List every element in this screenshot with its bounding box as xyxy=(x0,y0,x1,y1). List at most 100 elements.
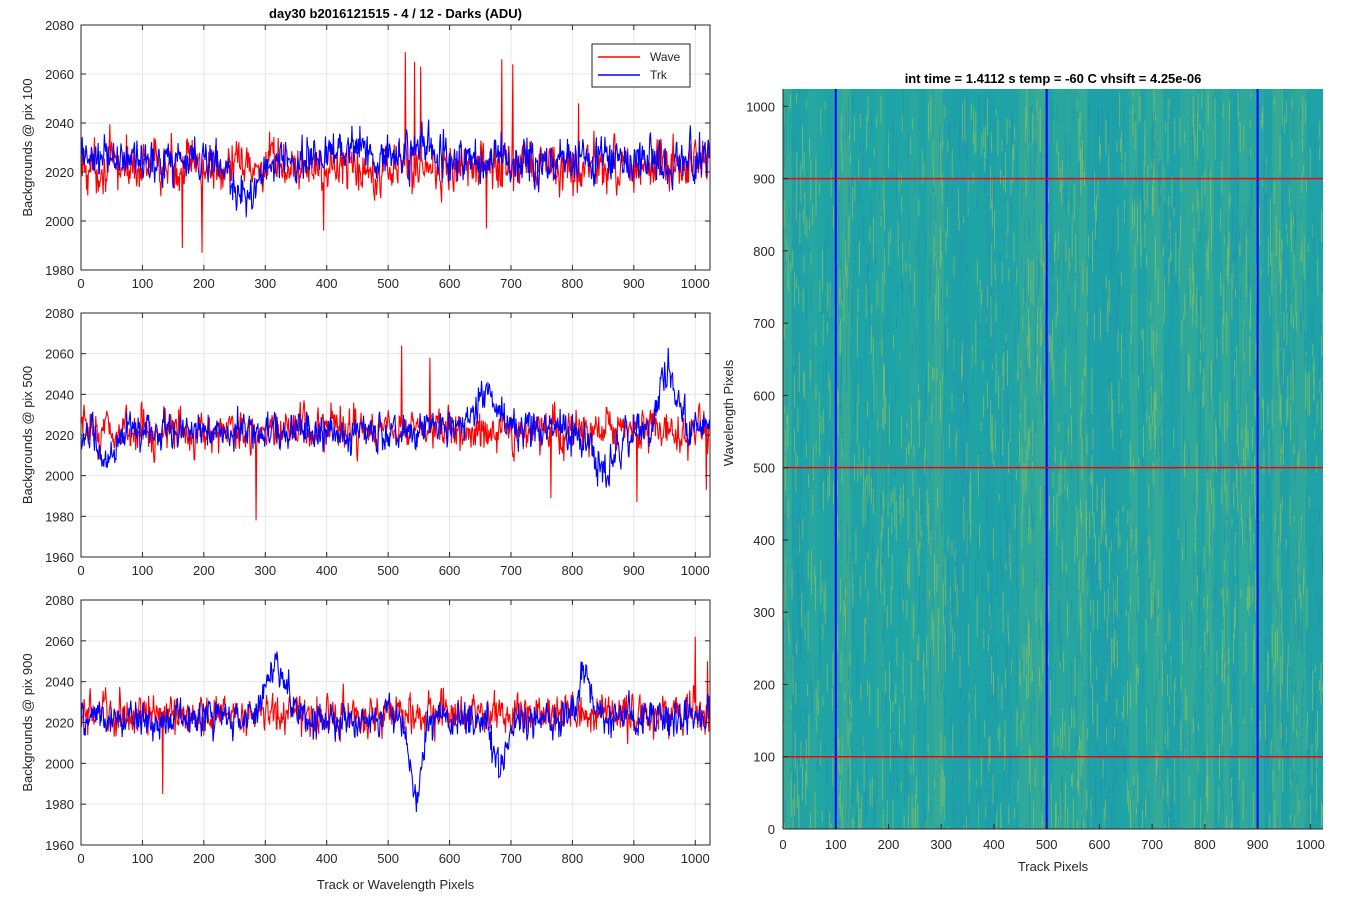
heatmap-column xyxy=(1145,89,1155,829)
x-tick-label: 600 xyxy=(439,851,461,866)
heatmap-column xyxy=(1019,89,1029,829)
y-tick-label: 100 xyxy=(753,750,775,765)
plot-pix-100: 0 100 200 300 400 500 600 700 800 900 1000 1980 2000… xyxy=(20,6,711,291)
heatmap-column xyxy=(1272,89,1282,829)
heatmap-column xyxy=(1306,89,1316,829)
x-tick-label: 200 xyxy=(193,276,215,291)
heatmap-column xyxy=(1280,89,1290,829)
heatmap-column xyxy=(1162,89,1172,829)
heatmap-texture xyxy=(783,89,1323,829)
heatmap-column xyxy=(1069,89,1079,829)
x-tick-label: 800 xyxy=(562,851,584,866)
heatmap-plot: 0 100 200 300 400 500 600 700 800 900 1000 0 100 200 3… xyxy=(721,71,1325,874)
x-tick-label: 1000 xyxy=(681,276,710,291)
heatmap-column xyxy=(1078,89,1088,829)
heatmap-column xyxy=(1263,89,1273,829)
y-tick-label: 1980 xyxy=(45,797,74,812)
y-tick-label: 2040 xyxy=(45,116,74,131)
y-tick-label: 1980 xyxy=(45,509,74,524)
legend-label-trk: Trk xyxy=(650,68,668,82)
x-tick-label: 0 xyxy=(77,563,84,578)
x-tick-label: 300 xyxy=(254,276,276,291)
heatmap-column xyxy=(1137,89,1147,829)
heatmap-column xyxy=(1188,89,1197,829)
heatmap-column xyxy=(1171,89,1181,829)
y-tick-label: 2000 xyxy=(45,756,74,771)
x-tick-label: 700 xyxy=(500,563,522,578)
y-axis-label: Wavelength Pixels xyxy=(721,359,736,466)
y-tick-label: 1000 xyxy=(746,99,775,114)
x-tick-label: 300 xyxy=(930,837,952,852)
heatmap-column xyxy=(1027,89,1037,829)
heatmap-column xyxy=(1103,89,1113,829)
heatmap-column xyxy=(1002,89,1012,829)
series-line-trk xyxy=(81,347,710,488)
x-tick-label: 500 xyxy=(377,851,399,866)
y-tick-label: 500 xyxy=(753,461,775,476)
y-tick-label: 400 xyxy=(753,533,775,548)
plot-pix-500: 0 100 200 300 400 500 600 700 800 900 1000 1960 1980… xyxy=(20,306,711,578)
x-tick-label: 800 xyxy=(1194,837,1216,852)
x-tick-label: 800 xyxy=(562,563,584,578)
x-tick-label: 900 xyxy=(623,563,645,578)
heatmap-column xyxy=(1086,89,1096,829)
series-line-wave xyxy=(81,636,710,794)
heatmap-column xyxy=(1297,89,1307,829)
heatmap-column xyxy=(985,89,995,829)
x-tick-label: 300 xyxy=(254,563,276,578)
heatmap-column xyxy=(1247,89,1256,829)
x-tick-label: 400 xyxy=(983,837,1005,852)
x-tick-label: 0 xyxy=(77,851,84,866)
x-tick-label: 0 xyxy=(77,276,84,291)
legend-box xyxy=(591,43,691,88)
x-tick-label: 400 xyxy=(316,276,338,291)
x-tick-label: 100 xyxy=(132,276,154,291)
x-tick-label: 200 xyxy=(878,837,900,852)
x-tick-label: 600 xyxy=(439,276,461,291)
heatmap-column xyxy=(1230,89,1240,829)
heatmap-column xyxy=(909,89,919,829)
x-tick-label: 900 xyxy=(623,851,645,866)
y-tick-label: 2060 xyxy=(45,347,74,362)
y-tick-label: 2040 xyxy=(45,675,74,690)
heatmap-column xyxy=(934,89,944,829)
axes-box xyxy=(80,24,711,271)
y-tick-label: 0 xyxy=(768,822,775,837)
heatmap-column xyxy=(1255,89,1265,829)
y-tick-label: 2020 xyxy=(45,165,74,180)
plot-pix-900: 0 100 200 300 400 500 600 700 800 900 1000 1960 1980… xyxy=(20,593,711,892)
x-tick-label: 200 xyxy=(193,851,215,866)
x-tick-label: 600 xyxy=(439,563,461,578)
heatmap-column xyxy=(1044,89,1054,829)
y-tick-label: 900 xyxy=(753,172,775,187)
y-tick-label: 300 xyxy=(753,605,775,620)
heatmap-column xyxy=(833,89,843,829)
x-tick-label: 1000 xyxy=(681,851,710,866)
chart-title: day30 b2016121515 - 4 / 12 - Darks (ADU) xyxy=(269,6,522,21)
x-tick-label: 1000 xyxy=(1296,837,1325,852)
heatmap-column xyxy=(799,89,809,829)
x-tick-label: 0 xyxy=(779,837,786,852)
y-tick-label: 1980 xyxy=(45,263,74,278)
y-tick-label: 2080 xyxy=(45,306,74,321)
x-tick-label: 1000 xyxy=(681,563,710,578)
y-tick-label: 2000 xyxy=(45,469,74,484)
chart-title: int time = 1.4112 s temp = -60 C vhsift … xyxy=(905,71,1202,86)
x-tick-label: 300 xyxy=(254,851,276,866)
heatmap-column xyxy=(884,89,893,829)
y-axis-label: Backgrounds @ pix 100 xyxy=(20,78,35,216)
x-tick-label: 100 xyxy=(825,837,847,852)
x-tick-label: 200 xyxy=(193,563,215,578)
legend: Wave Trk xyxy=(591,43,691,88)
heatmap-column xyxy=(1154,89,1164,829)
y-tick-label: 1960 xyxy=(45,550,74,565)
y-axis-label: Backgrounds @ pix 900 xyxy=(20,653,35,791)
x-tick-label: 100 xyxy=(132,563,154,578)
y-tick-label: 600 xyxy=(753,388,775,403)
heatmap-column xyxy=(1204,89,1214,829)
y-tick-label: 2020 xyxy=(45,428,74,443)
x-axis-label: Track or Wavelength Pixels xyxy=(317,877,475,892)
y-axis-label: Backgrounds @ pix 500 xyxy=(20,366,35,504)
y-tick-label: 1960 xyxy=(45,838,74,853)
